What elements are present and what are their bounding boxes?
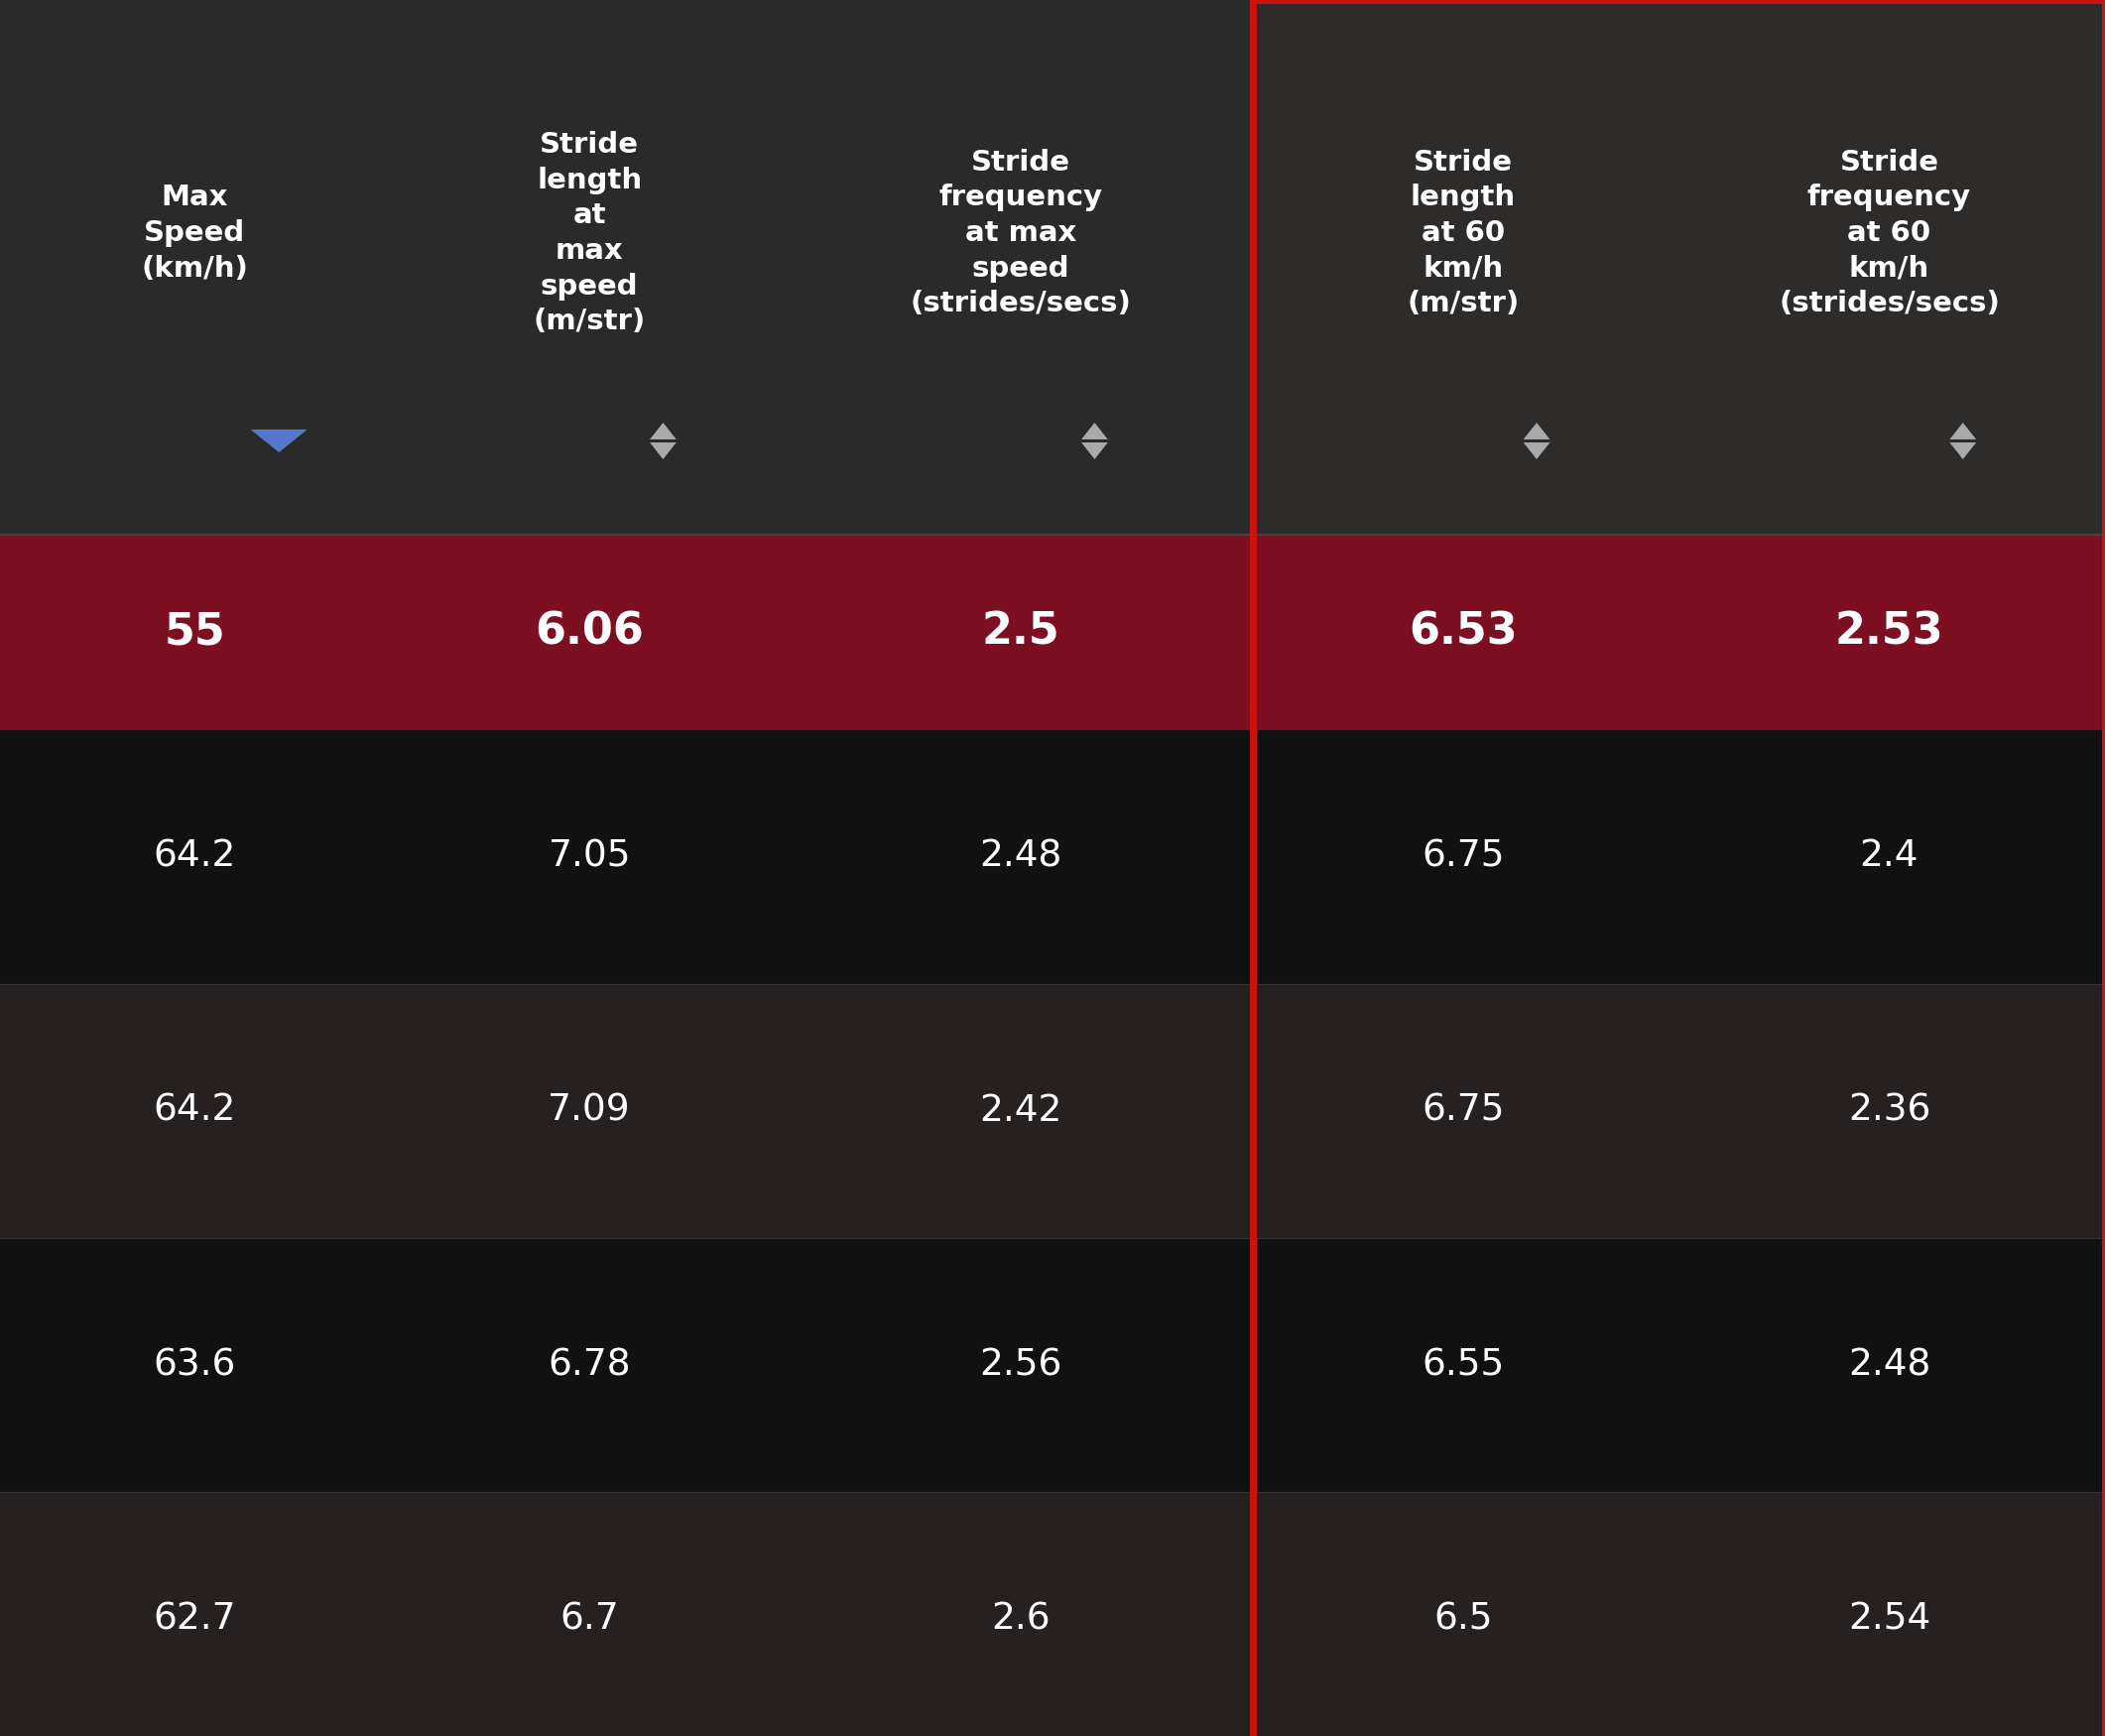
Text: 2.5: 2.5 bbox=[981, 611, 1061, 653]
Polygon shape bbox=[1524, 443, 1549, 460]
Polygon shape bbox=[1949, 443, 1977, 460]
Text: 2.42: 2.42 bbox=[979, 1094, 1063, 1128]
Bar bbox=[1252, 0, 2105, 1736]
Text: Max
Speed
(km/h): Max Speed (km/h) bbox=[141, 184, 248, 283]
Text: 55: 55 bbox=[164, 611, 225, 653]
Bar bbox=[0, 0, 1252, 535]
Text: Stride
frequency
at max
speed
(strides/secs): Stride frequency at max speed (strides/s… bbox=[909, 149, 1132, 318]
Text: 2.56: 2.56 bbox=[979, 1347, 1063, 1384]
Polygon shape bbox=[650, 422, 676, 439]
Text: Stride
length
at
max
speed
(m/str): Stride length at max speed (m/str) bbox=[533, 130, 646, 335]
Text: 7.09: 7.09 bbox=[547, 1094, 632, 1128]
Text: 6.7: 6.7 bbox=[560, 1602, 619, 1637]
Text: 2.36: 2.36 bbox=[1848, 1094, 1930, 1128]
Text: 2.6: 2.6 bbox=[991, 1602, 1050, 1637]
Text: 2.48: 2.48 bbox=[979, 838, 1063, 875]
Bar bbox=[1252, 729, 2105, 984]
Text: 62.7: 62.7 bbox=[154, 1602, 236, 1637]
Polygon shape bbox=[250, 429, 307, 453]
Bar bbox=[1252, 535, 2105, 729]
Text: 63.6: 63.6 bbox=[154, 1347, 236, 1384]
Text: Stride
length
at 60
km/h
(m/str): Stride length at 60 km/h (m/str) bbox=[1406, 149, 1520, 318]
Polygon shape bbox=[1524, 422, 1549, 439]
Polygon shape bbox=[1949, 422, 1977, 439]
Polygon shape bbox=[1082, 422, 1107, 439]
Text: 7.05: 7.05 bbox=[547, 838, 632, 875]
Polygon shape bbox=[650, 443, 676, 460]
Bar bbox=[0, 1238, 1252, 1493]
Bar bbox=[0, 1493, 1252, 1736]
Bar bbox=[0, 729, 1252, 984]
Bar bbox=[1252, 984, 2105, 1238]
Text: 6.75: 6.75 bbox=[1421, 838, 1505, 875]
Text: 6.53: 6.53 bbox=[1408, 611, 1518, 653]
Text: 6.5: 6.5 bbox=[1434, 1602, 1492, 1637]
Text: 6.78: 6.78 bbox=[547, 1347, 632, 1384]
Bar bbox=[0, 535, 1252, 729]
Text: 64.2: 64.2 bbox=[154, 1094, 236, 1128]
Text: Stride
frequency
at 60
km/h
(strides/secs): Stride frequency at 60 km/h (strides/sec… bbox=[1779, 149, 2000, 318]
Text: 6.55: 6.55 bbox=[1421, 1347, 1505, 1384]
Text: 6.75: 6.75 bbox=[1421, 1094, 1505, 1128]
Bar bbox=[0, 984, 1252, 1238]
Polygon shape bbox=[1082, 443, 1107, 460]
Bar bbox=[1252, 1238, 2105, 1493]
Text: 6.06: 6.06 bbox=[535, 611, 644, 653]
Bar bbox=[1252, 1493, 2105, 1736]
Text: 2.53: 2.53 bbox=[1836, 611, 1943, 653]
Text: 2.48: 2.48 bbox=[1848, 1347, 1930, 1384]
Text: 64.2: 64.2 bbox=[154, 838, 236, 875]
Text: 2.4: 2.4 bbox=[1859, 838, 1920, 875]
Bar bbox=[1252, 0, 2105, 535]
Text: 2.54: 2.54 bbox=[1848, 1602, 1930, 1637]
